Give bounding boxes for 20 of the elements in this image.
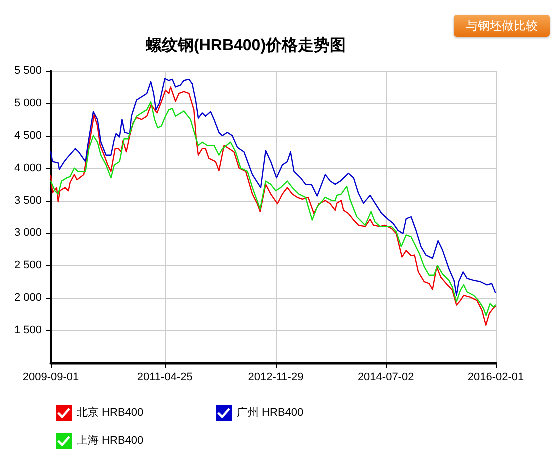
x-tick-label: 2012-11-29 — [248, 372, 304, 384]
x-tick-label: 2016-02-01 — [468, 372, 524, 384]
chart-title: 螺纹钢(HRB400)价格走势图 — [145, 36, 346, 54]
y-tick-label: 3 000 — [14, 227, 42, 240]
line-series — [50, 78, 496, 296]
legend-label: 北京 HRB400 — [77, 406, 144, 419]
y-tick-label: 2 000 — [14, 292, 42, 304]
y-tick-label: 1 500 — [14, 324, 42, 337]
x-tick-label: 2014-07-02 — [358, 372, 414, 384]
legend-label: 广州 HRB400 — [237, 406, 304, 419]
x-tick-label: 2009-09-01 — [22, 372, 80, 384]
y-tick-label: 5 000 — [14, 97, 42, 110]
legend-label: 上海 HRB400 — [77, 434, 144, 447]
y-tick-label: 4 500 — [14, 130, 42, 142]
y-tick-label: 3 500 — [14, 194, 42, 207]
button: 与钢坯做比较 — [454, 15, 550, 37]
y-tick-label: 2 500 — [14, 260, 42, 272]
x-tick-label: 2011-04-25 — [137, 372, 193, 384]
y-tick-label: 5 500 — [14, 65, 42, 77]
y-tick-label: 4 000 — [14, 162, 42, 174]
